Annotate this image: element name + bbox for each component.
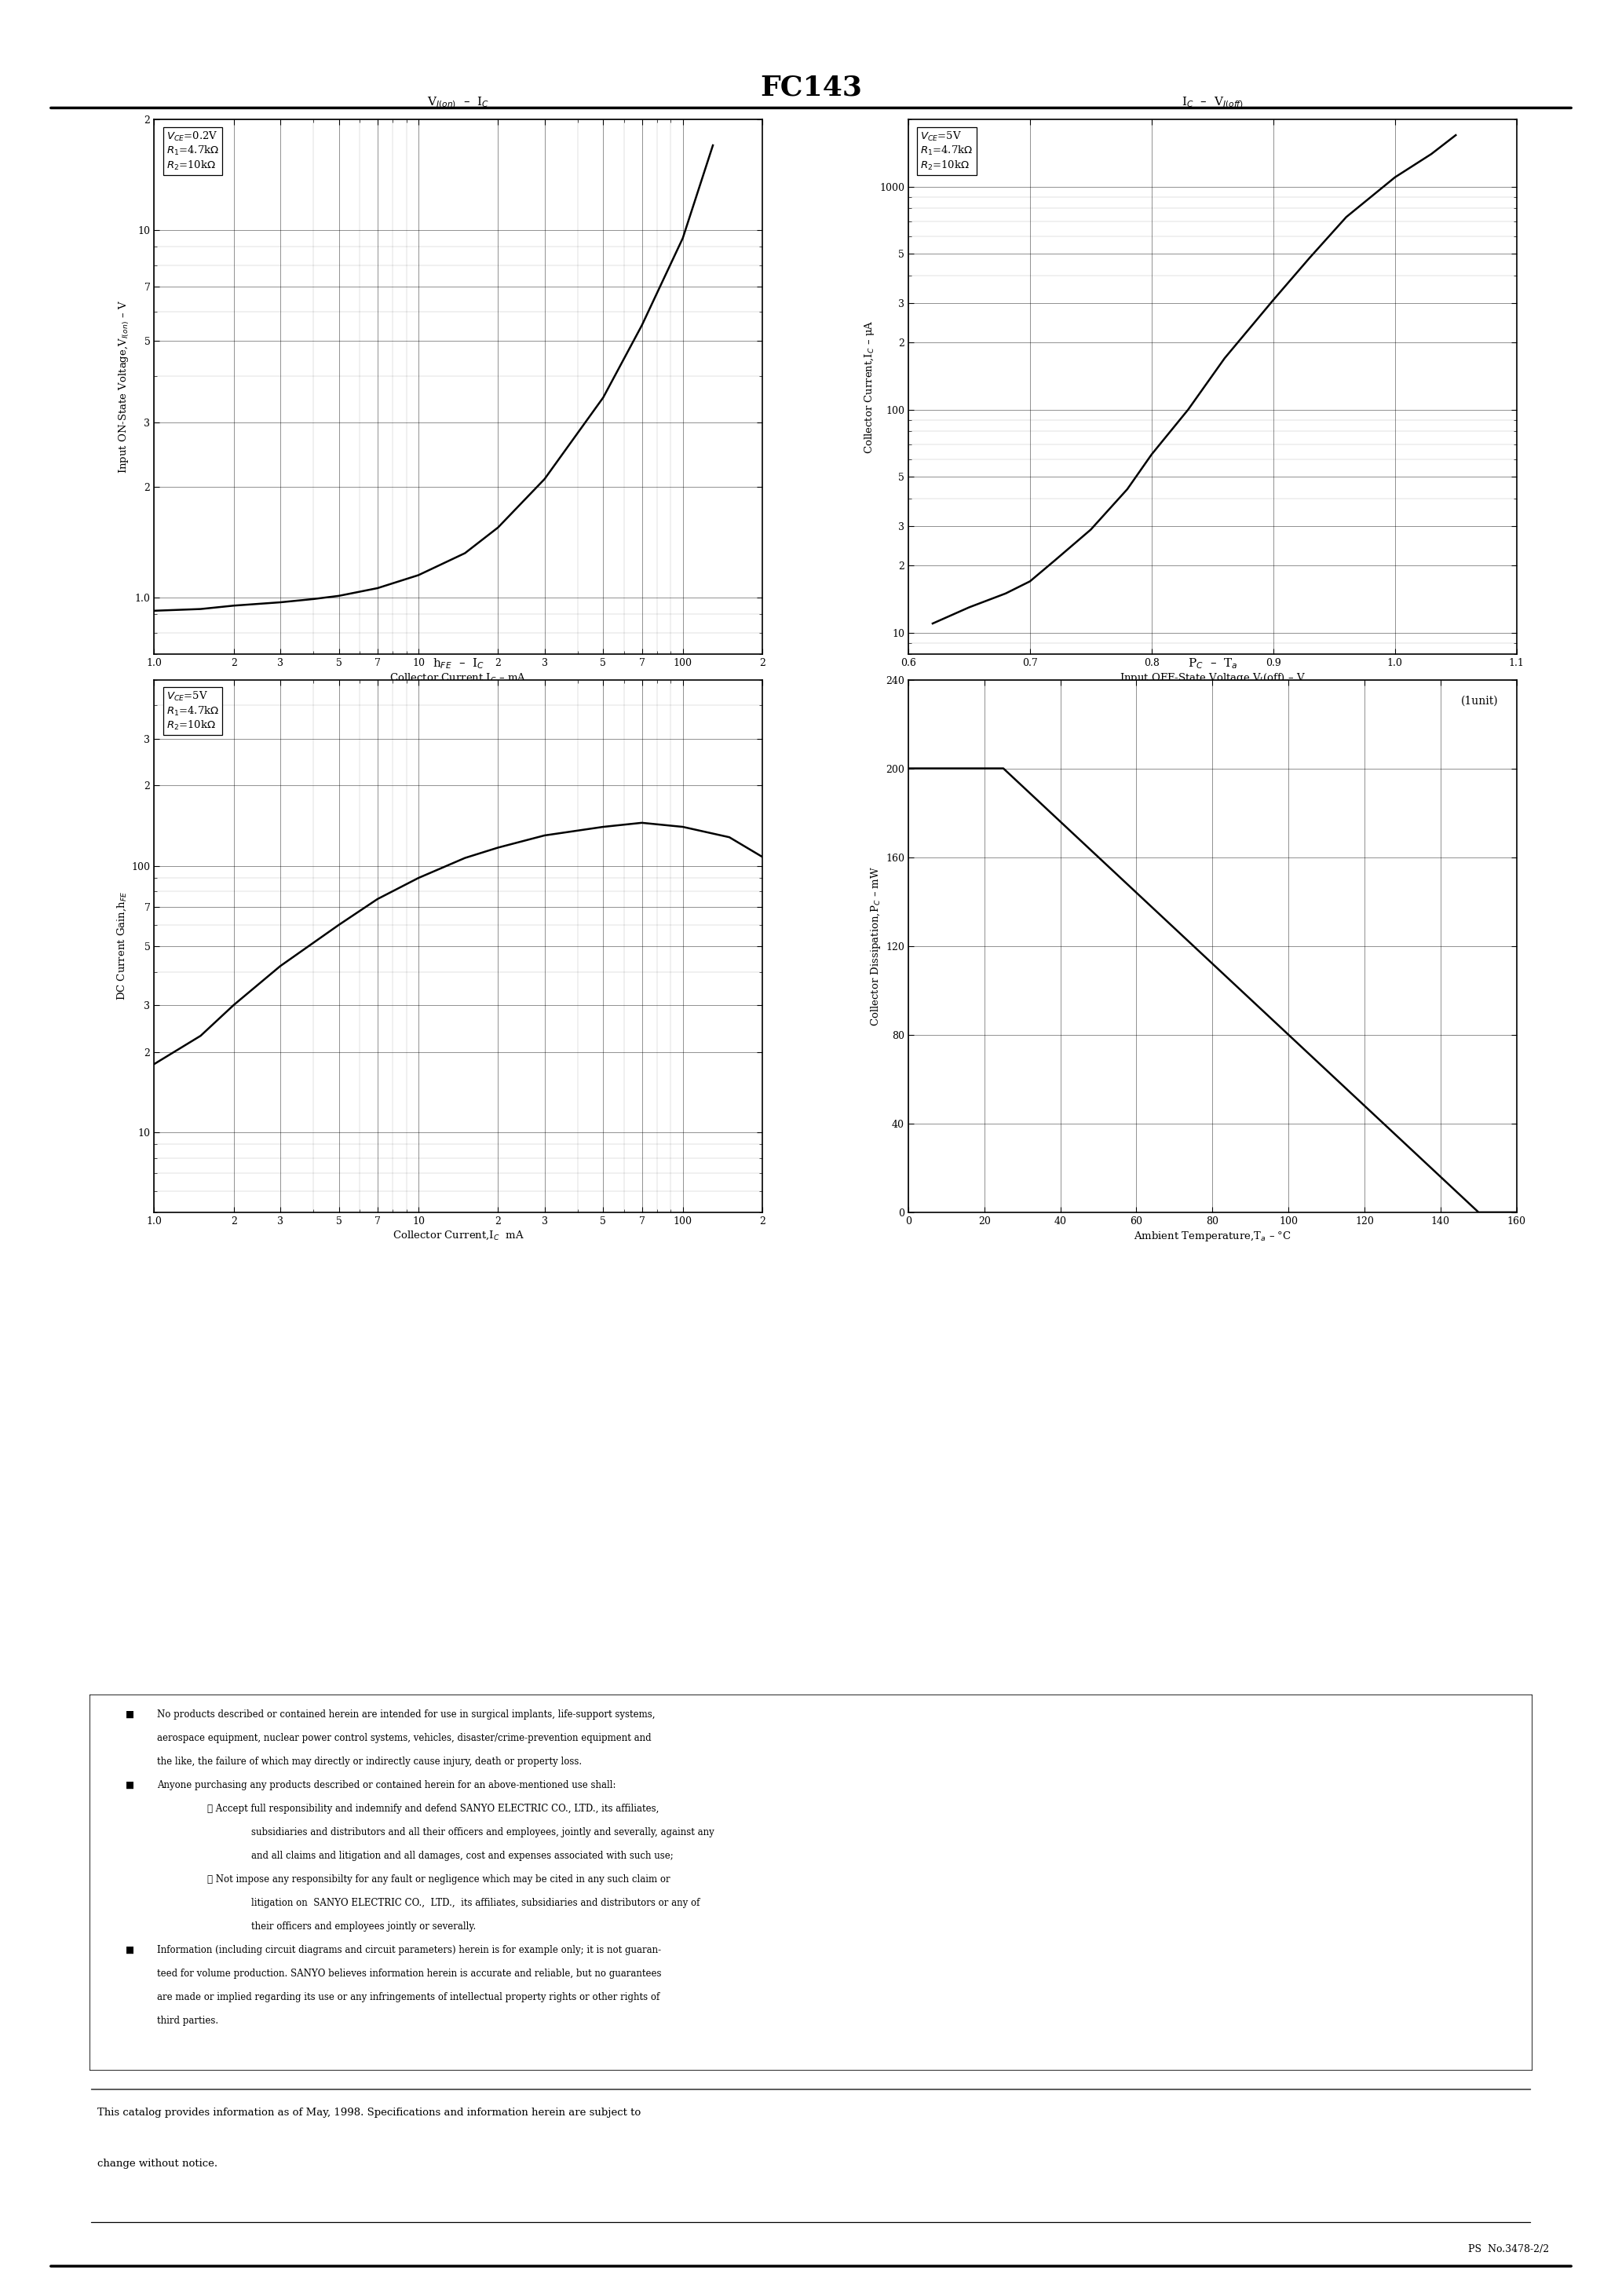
Text: ① Accept full responsibility and indemnify and defend SANYO ELECTRIC CO., LTD., : ① Accept full responsibility and indemni…	[208, 1805, 659, 1814]
Text: aerospace equipment, nuclear power control systems, vehicles, disaster/crime-pre: aerospace equipment, nuclear power contr…	[157, 1733, 652, 1743]
Text: ■: ■	[125, 1711, 135, 1720]
Y-axis label: DC Current Gain,h$_{FE}$: DC Current Gain,h$_{FE}$	[117, 891, 128, 1001]
Text: PS  No.3478-2/2: PS No.3478-2/2	[1468, 2245, 1549, 2255]
Text: teed for volume production. SANYO believes information herein is accurate and re: teed for volume production. SANYO believ…	[157, 1968, 662, 1979]
Y-axis label: Input ON-State Voltage,V$_{I(on)}$ – V: Input ON-State Voltage,V$_{I(on)}$ – V	[118, 301, 131, 473]
Text: ② Not impose any responsibilty for any fault or negligence which may be cited in: ② Not impose any responsibilty for any f…	[208, 1874, 670, 1885]
Text: Information (including circuit diagrams and circuit parameters) herein is for ex: Information (including circuit diagrams …	[157, 1945, 662, 1956]
Text: their officers and employees jointly or severally.: their officers and employees jointly or …	[251, 1922, 475, 1931]
Text: This catalog provides information as of May, 1998. Specifications and informatio: This catalog provides information as of …	[97, 2108, 641, 2117]
Text: P$_C$  –  T$_a$: P$_C$ – T$_a$	[1187, 657, 1238, 670]
Text: FC143: FC143	[761, 73, 861, 101]
Text: ■: ■	[125, 1779, 135, 1791]
Text: ■: ■	[125, 1945, 135, 1956]
X-axis label: Ambient Temperature,T$_a$ – °C: Ambient Temperature,T$_a$ – °C	[1134, 1231, 1291, 1242]
Text: h$_{FE}$  –  I$_C$: h$_{FE}$ – I$_C$	[433, 657, 483, 670]
Text: I$_C$  –  V$_{I(off)}$: I$_C$ – V$_{I(off)}$	[1181, 96, 1244, 110]
Text: litigation on  SANYO ELECTRIC CO.,  LTD.,  its affiliates, subsidiaries and dist: litigation on SANYO ELECTRIC CO., LTD., …	[251, 1899, 699, 1908]
X-axis label: Collector Current,I$_C$ – mA: Collector Current,I$_C$ – mA	[389, 673, 527, 684]
Text: $V_{CE}$=0.2V
$R_1$=4.7k$\Omega$
$R_2$=10k$\Omega$: $V_{CE}$=0.2V $R_1$=4.7k$\Omega$ $R_2$=1…	[167, 131, 219, 172]
Text: the like, the failure of which may directly or indirectly cause injury, death or: the like, the failure of which may direc…	[157, 1756, 582, 1768]
Text: (1unit): (1unit)	[1461, 696, 1499, 707]
Text: $V_{CE}$=5V
$R_1$=4.7k$\Omega$
$R_2$=10k$\Omega$: $V_{CE}$=5V $R_1$=4.7k$\Omega$ $R_2$=10k…	[921, 131, 973, 172]
X-axis label: Collector Current,I$_C$  mA: Collector Current,I$_C$ mA	[393, 1231, 524, 1242]
Y-axis label: Collector Dissipation,P$_C$ – mW: Collector Dissipation,P$_C$ – mW	[869, 866, 882, 1026]
Text: No products described or contained herein are intended for use in surgical impla: No products described or contained herei…	[157, 1711, 655, 1720]
Text: and all claims and litigation and all damages, cost and expenses associated with: and all claims and litigation and all da…	[251, 1851, 673, 1862]
Text: Anyone purchasing any products described or contained herein for an above-mentio: Anyone purchasing any products described…	[157, 1779, 616, 1791]
Text: subsidiaries and distributors and all their officers and employees, jointly and : subsidiaries and distributors and all th…	[251, 1828, 714, 1837]
Text: change without notice.: change without notice.	[97, 2158, 217, 2167]
Text: third parties.: third parties.	[157, 2016, 219, 2025]
Y-axis label: Collector Current,I$_C$ – μA: Collector Current,I$_C$ – μA	[863, 319, 876, 455]
Text: $V_{CE}$=5V
$R_1$=4.7k$\Omega$
$R_2$=10k$\Omega$: $V_{CE}$=5V $R_1$=4.7k$\Omega$ $R_2$=10k…	[167, 691, 219, 732]
Text: V$_{I(on)}$  –  I$_C$: V$_{I(on)}$ – I$_C$	[427, 96, 490, 110]
Text: are made or implied regarding its use or any infringements of intellectual prope: are made or implied regarding its use or…	[157, 1993, 660, 2002]
X-axis label: Input OFF-State Voltage,V$_{I}$(off) – V: Input OFF-State Voltage,V$_{I}$(off) – V	[1119, 673, 1306, 684]
